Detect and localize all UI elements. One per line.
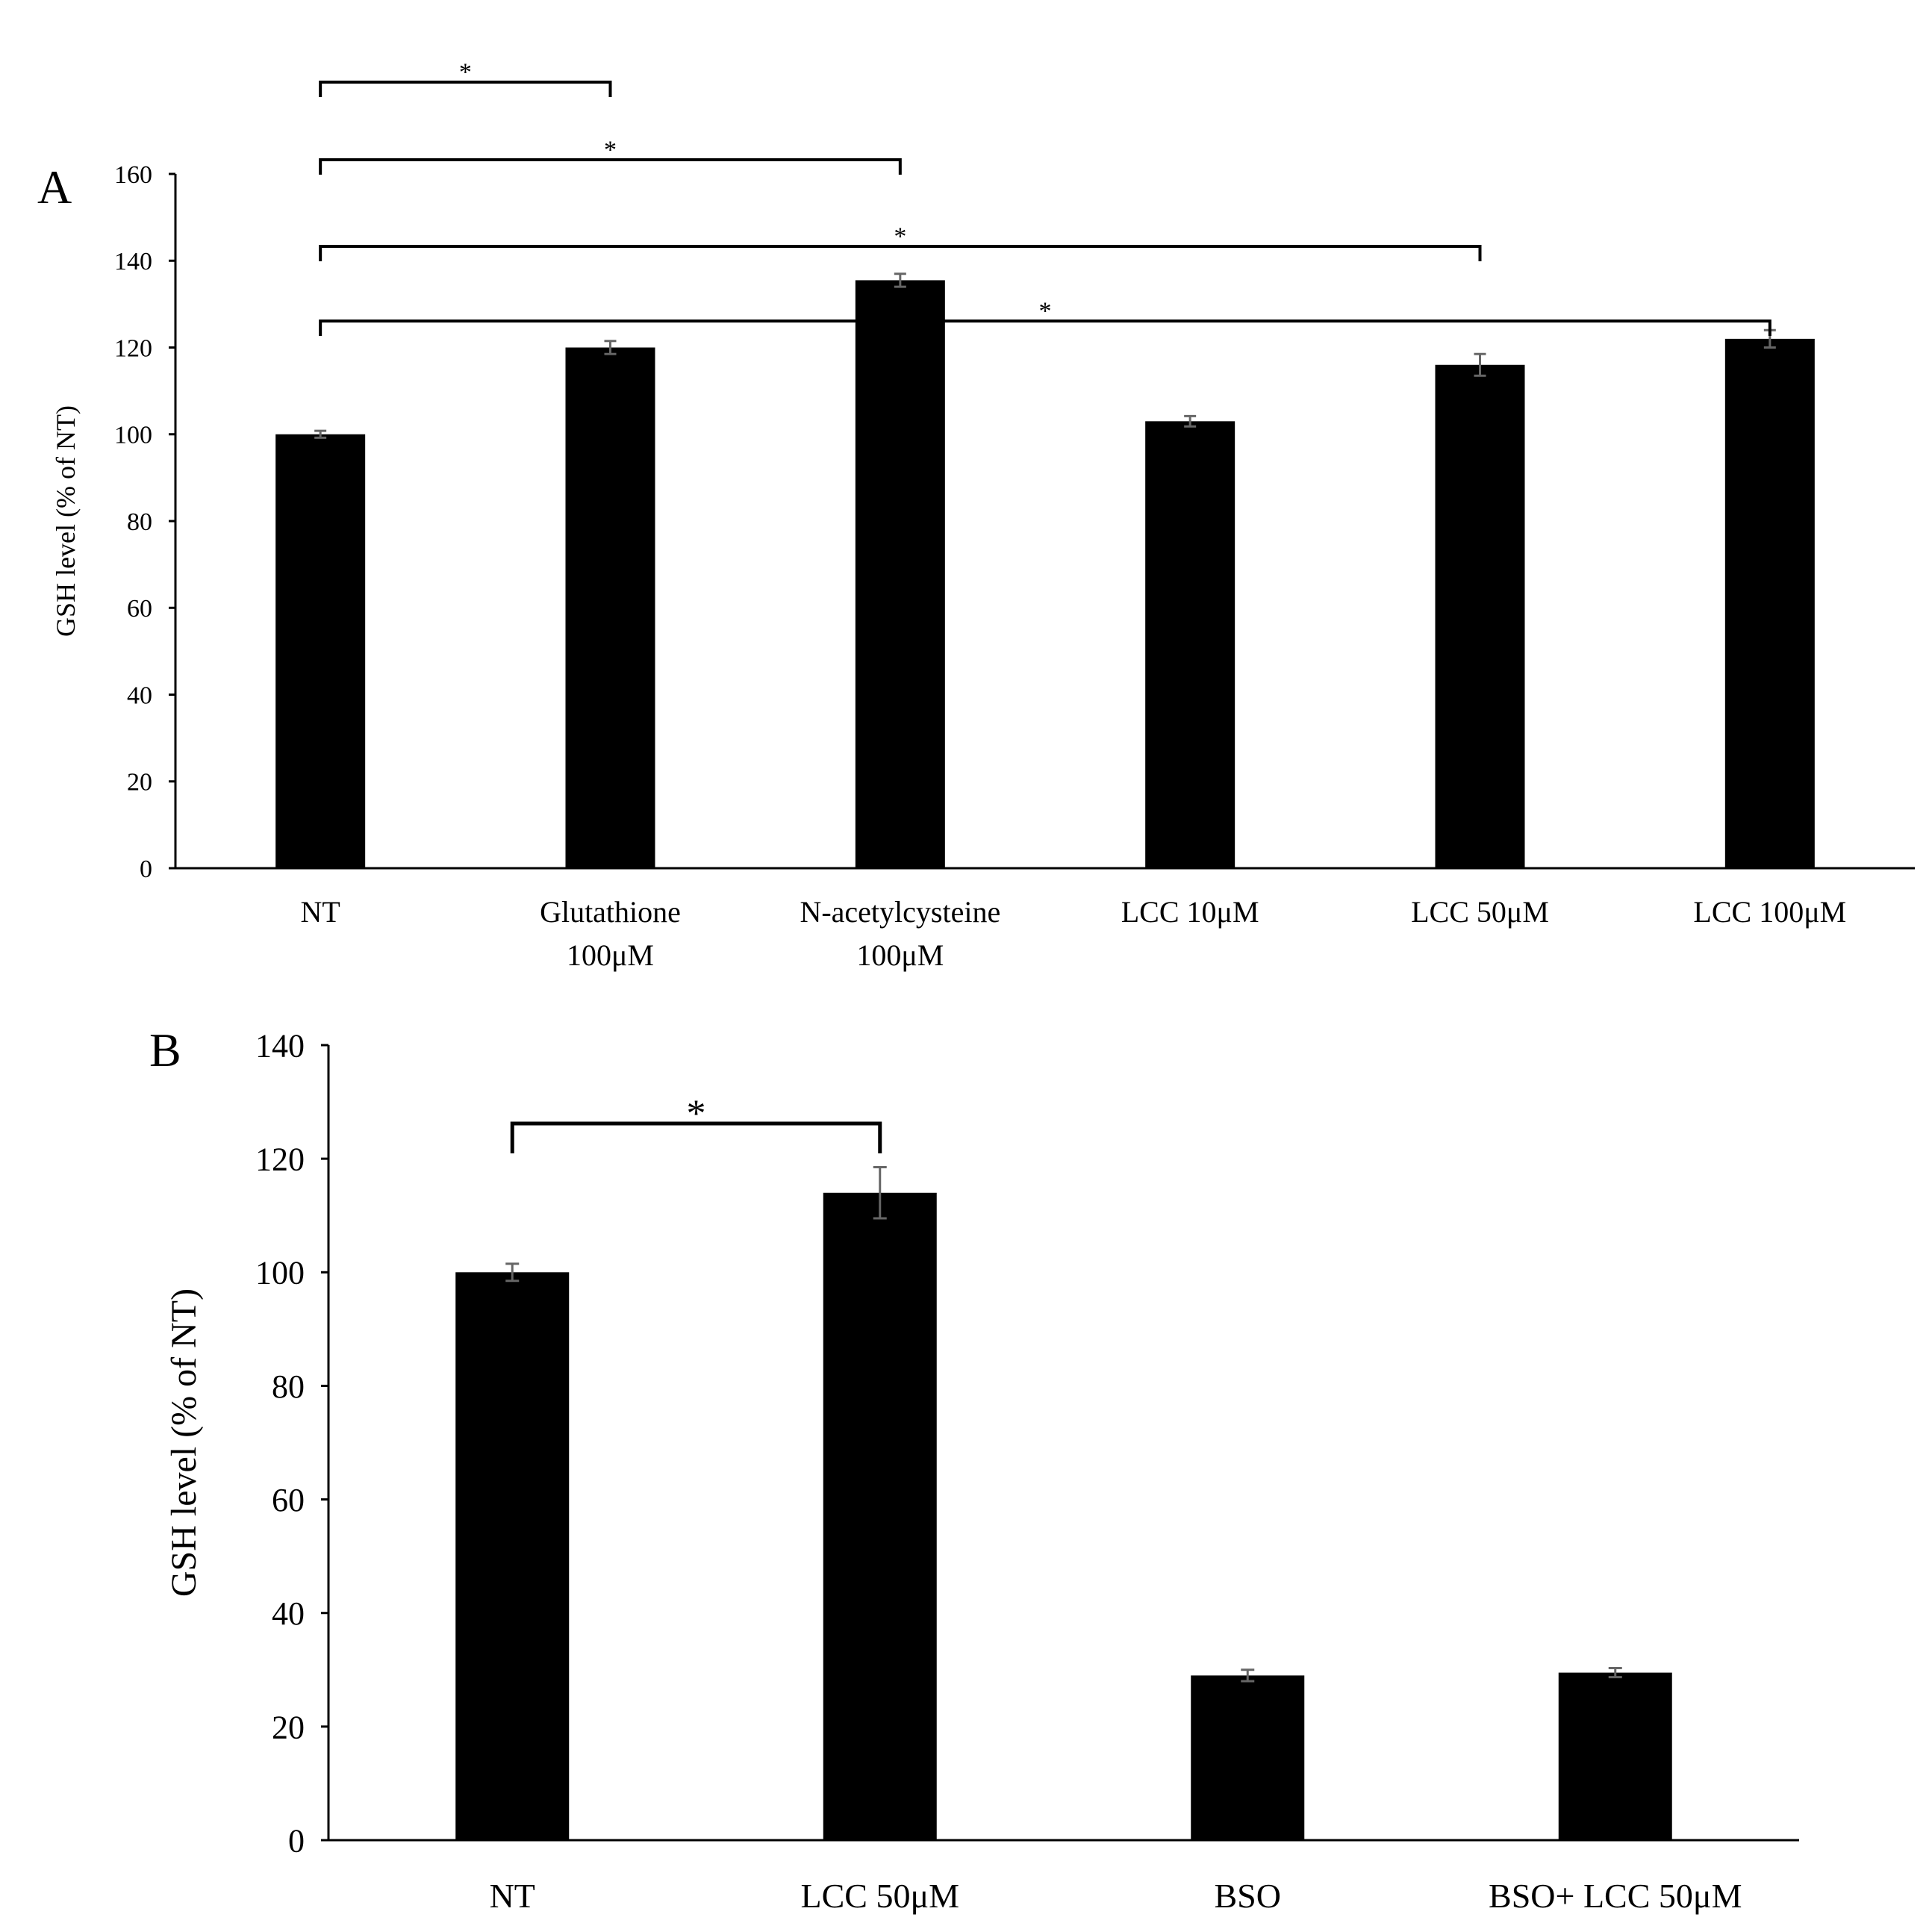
panel-a-significance-star: * xyxy=(459,58,472,86)
panel-b-y-tick-label: 100 xyxy=(255,1255,305,1291)
panel-a-significance-bracket xyxy=(319,320,1771,336)
panel-b-bar xyxy=(823,1192,937,1840)
panel-b-significance-bracket xyxy=(510,1121,882,1153)
panel-a-y-axis-title: GSH level (% of NT) xyxy=(51,405,81,637)
panel-b-bar xyxy=(1558,1672,1672,1840)
panel-a-y-tick-label: 20 xyxy=(127,769,152,797)
panel-b-category-label: BSO+ LCC 50μM xyxy=(1489,1877,1742,1915)
panel-a-y-tick-label: 80 xyxy=(127,508,152,536)
panel-b-y-tick-label: 120 xyxy=(255,1141,305,1178)
panel-b-y-tick-label: 20 xyxy=(272,1709,305,1745)
panel-a-bar xyxy=(1435,364,1525,868)
panel-a-significance-bracket xyxy=(319,245,1482,261)
panel-a-category-label: NT xyxy=(301,895,340,929)
panel-a-y-tick-label: 0 xyxy=(140,856,152,883)
panel-b-label: B xyxy=(149,1023,181,1076)
panel-b-bar xyxy=(455,1272,570,1840)
panel-a-significance-bracket xyxy=(319,158,902,175)
panel-a-category-label: 100μM xyxy=(567,938,654,972)
panel-b-y-tick-label: 140 xyxy=(255,1027,305,1064)
panel-a-category-label: LCC 50μM xyxy=(1411,895,1549,929)
panel-a-y-tick-label: 60 xyxy=(127,595,152,623)
panel-a-bar xyxy=(1145,421,1235,868)
panel-b-significance-star: * xyxy=(687,1092,706,1135)
panel-a-y-tick-label: 140 xyxy=(114,248,152,275)
panel-a-category-label: LCC 10μM xyxy=(1121,895,1259,929)
panel-b-category-label: LCC 50μM xyxy=(800,1877,959,1915)
panel-a-y-tick-label: 120 xyxy=(114,334,152,362)
panel-b-y-tick-label: 0 xyxy=(288,1822,305,1859)
panel-b-bar xyxy=(1191,1675,1305,1840)
panel-a-significance-bracket xyxy=(319,81,612,97)
panel-b-category-label: NT xyxy=(490,1877,535,1915)
panel-a-y-tick-label: 160 xyxy=(114,161,152,189)
panel-a-category-label: LCC 100μM xyxy=(1693,895,1846,929)
panel-b-chart: B 0 20 40 60 80 100 120 140 GSH level (% of NT) NT… xyxy=(149,1023,1799,1915)
panel-a-category-label: N-acetylcysteine xyxy=(800,895,1000,929)
panel-a-bar xyxy=(1724,338,1815,868)
panel-b-category-label: BSO xyxy=(1215,1877,1281,1915)
panel-b-y-tick-label: 60 xyxy=(272,1482,305,1518)
panel-a-category-label: Glutathione xyxy=(540,895,681,929)
panel-a-y-tick-label: 40 xyxy=(127,682,152,709)
panel-b-y-axis-title: GSH level (% of NT) xyxy=(164,1288,204,1597)
panel-a-bar xyxy=(565,347,655,868)
panel-a-significance-star: * xyxy=(604,136,617,163)
panel-a-category-label: 100μM xyxy=(856,938,944,972)
panel-a-significance-star: * xyxy=(1039,297,1052,325)
panel-a-significance-star: * xyxy=(894,222,906,250)
panel-a-chart: A 0 20 40 60 80 100 120 140 160 GSH level (% of NT… xyxy=(37,58,1915,972)
panel-a-label: A xyxy=(37,161,72,214)
panel-a-bar xyxy=(275,434,366,868)
panel-a-y-tick-label: 100 xyxy=(114,422,152,449)
panel-b-y-tick-label: 80 xyxy=(272,1368,305,1405)
panel-b-y-tick-label: 40 xyxy=(272,1595,305,1632)
panel-a-bar xyxy=(855,280,945,868)
